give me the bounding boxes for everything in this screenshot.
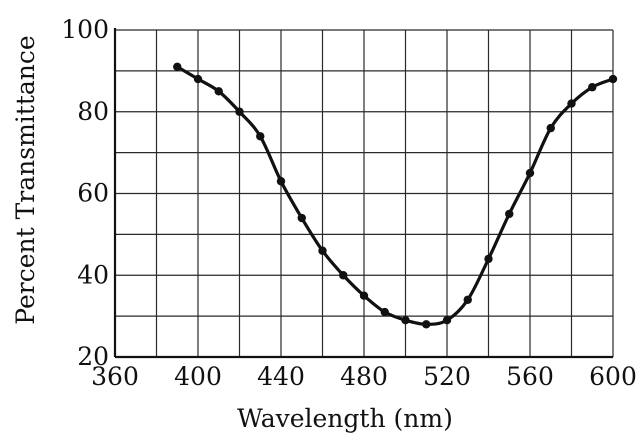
data-point-550 [505, 209, 514, 219]
x-tick-label-520: 520 [423, 362, 471, 391]
data-point-400 [193, 74, 203, 84]
series-line-0 [176, 65, 614, 326]
data-point-600 [608, 74, 618, 84]
data-point-570 [546, 123, 555, 133]
data-point-530 [463, 295, 472, 304]
data-point-430 [256, 132, 265, 141]
data-point-540 [484, 254, 493, 264]
x-tick-label-360: 360 [91, 362, 139, 391]
x-tick-label-600: 600 [589, 362, 637, 391]
data-point-560 [525, 168, 535, 178]
data-point-490 [380, 307, 389, 317]
data-point-590 [588, 83, 597, 92]
series [173, 62, 618, 329]
data-point-510 [422, 320, 431, 329]
data-point-440 [276, 177, 286, 186]
data-point-460 [318, 246, 327, 255]
x-tick-label-560: 560 [506, 362, 554, 391]
y-tick-label-40: 40 [77, 260, 109, 289]
y-tick-label-20: 20 [77, 342, 109, 371]
x-tick-label-400: 400 [174, 362, 222, 391]
y-tick-label-60: 60 [77, 179, 109, 208]
tick-labels: 360 400 440 480 520 560 600 20 40 60 80 100 [61, 15, 637, 391]
axes [113, 28, 613, 359]
x-tick-label-480: 480 [340, 362, 388, 391]
y-tick-label-80: 80 [77, 97, 109, 126]
data-point-470 [339, 271, 348, 280]
grid [115, 29, 614, 357]
data-point-420 [235, 107, 244, 116]
y-tick-label-100: 100 [61, 15, 109, 44]
x-axis-title: Wavelength (nm) [237, 404, 453, 433]
y-axis-title: Percent Transmittance [11, 35, 40, 324]
data-point-580 [567, 99, 576, 108]
data-point-520 [442, 316, 452, 325]
data-point-390 [173, 62, 182, 71]
data-point-410 [214, 87, 223, 96]
x-tick-label-440: 440 [257, 362, 305, 391]
data-point-480 [359, 291, 369, 300]
data-point-450 [297, 213, 306, 223]
data-point-500 [401, 316, 410, 325]
